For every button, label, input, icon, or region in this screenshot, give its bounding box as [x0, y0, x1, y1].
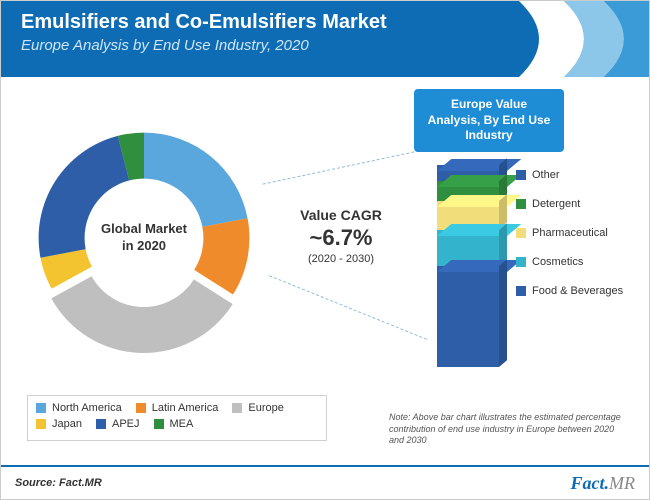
bar-legend: Other Detergent Pharmaceutical Cosmetics Foo…	[516, 169, 631, 314]
source-label: Source: Fact.MR	[15, 477, 102, 489]
legend-item-apej: APEJ	[96, 418, 140, 430]
donut-slice-latin-america	[194, 218, 249, 294]
brand-part-1: Fact.	[571, 473, 610, 493]
donut-legend: North America Latin America Europe Japan APE…	[27, 395, 327, 441]
legend-swatch	[232, 403, 242, 413]
cagr-value: ~6.7%	[281, 225, 401, 251]
cagr-period: (2020 - 2030)	[281, 253, 401, 265]
brand-logo: Fact.MR	[571, 473, 636, 494]
legend-swatch	[516, 257, 526, 267]
guide-line	[263, 150, 420, 184]
legend-swatch	[136, 403, 146, 413]
legend-swatch	[516, 286, 526, 296]
legend-swatch	[36, 419, 46, 429]
brand-part-2: MR	[609, 473, 635, 493]
legend-item-mea: MEA	[154, 418, 194, 430]
legend-label: MEA	[170, 418, 194, 430]
legend-swatch	[96, 419, 106, 429]
legend-swatch	[516, 199, 526, 209]
donut-center-line1: Global Market	[101, 221, 187, 236]
cagr-block: Value CAGR ~6.7% (2020 - 2030)	[281, 207, 401, 265]
donut-slice-europe	[51, 276, 232, 353]
legend-swatch	[154, 419, 164, 429]
legend-item-latin-america: Latin America	[136, 402, 219, 414]
cagr-title: Value CAGR	[281, 207, 401, 223]
infographic-root: Emulsifiers and Co-Emulsifiers Market Eu…	[0, 0, 650, 500]
bar-legend-item-other: Other	[516, 169, 631, 181]
legend-item-japan: Japan	[36, 418, 82, 430]
donut-slice-north-america	[144, 133, 248, 227]
legend-label: Europe	[248, 402, 283, 414]
legend-label: Pharmaceutical	[532, 227, 608, 239]
bar-legend-item-detergent: Detergent	[516, 198, 631, 210]
donut-center-line2: in 2020	[122, 238, 166, 253]
footnote: Note: Above bar chart illustrates the es…	[389, 412, 629, 447]
header-swoosh-icon	[519, 1, 649, 77]
legend-swatch	[516, 228, 526, 238]
stacked-bar-chart	[437, 165, 499, 373]
callout-box: Europe Value Analysis, By End Use Indust…	[414, 89, 564, 152]
legend-label: North America	[52, 402, 122, 414]
legend-label: Japan	[52, 418, 82, 430]
donut-chart: Global Market in 2020	[29, 123, 259, 353]
legend-item-north-america: North America	[36, 402, 122, 414]
header-bar: Emulsifiers and Co-Emulsifiers Market Eu…	[1, 1, 649, 77]
legend-item-europe: Europe	[232, 402, 283, 414]
legend-label: APEJ	[112, 418, 140, 430]
legend-label: Food & Beverages	[532, 285, 623, 297]
guide-line	[269, 275, 427, 340]
bar-legend-item-pharmaceutical: Pharmaceutical	[516, 227, 631, 239]
legend-swatch	[36, 403, 46, 413]
chart-body: Global Market in 2020 Value CAGR ~6.7% (…	[1, 77, 649, 465]
footer-bar: Source: Fact.MR Fact.MR	[1, 465, 649, 499]
legend-label: Other	[532, 169, 560, 181]
bar-legend-item-cosmetics: Cosmetics	[516, 256, 631, 268]
donut-center-label: Global Market in 2020	[101, 221, 187, 255]
legend-label: Latin America	[152, 402, 219, 414]
legend-swatch	[516, 170, 526, 180]
bar-seg-food-beverages	[437, 266, 499, 367]
legend-label: Detergent	[532, 198, 580, 210]
legend-label: Cosmetics	[532, 256, 583, 268]
bar-legend-item-food-beverages: Food & Beverages	[516, 285, 631, 297]
